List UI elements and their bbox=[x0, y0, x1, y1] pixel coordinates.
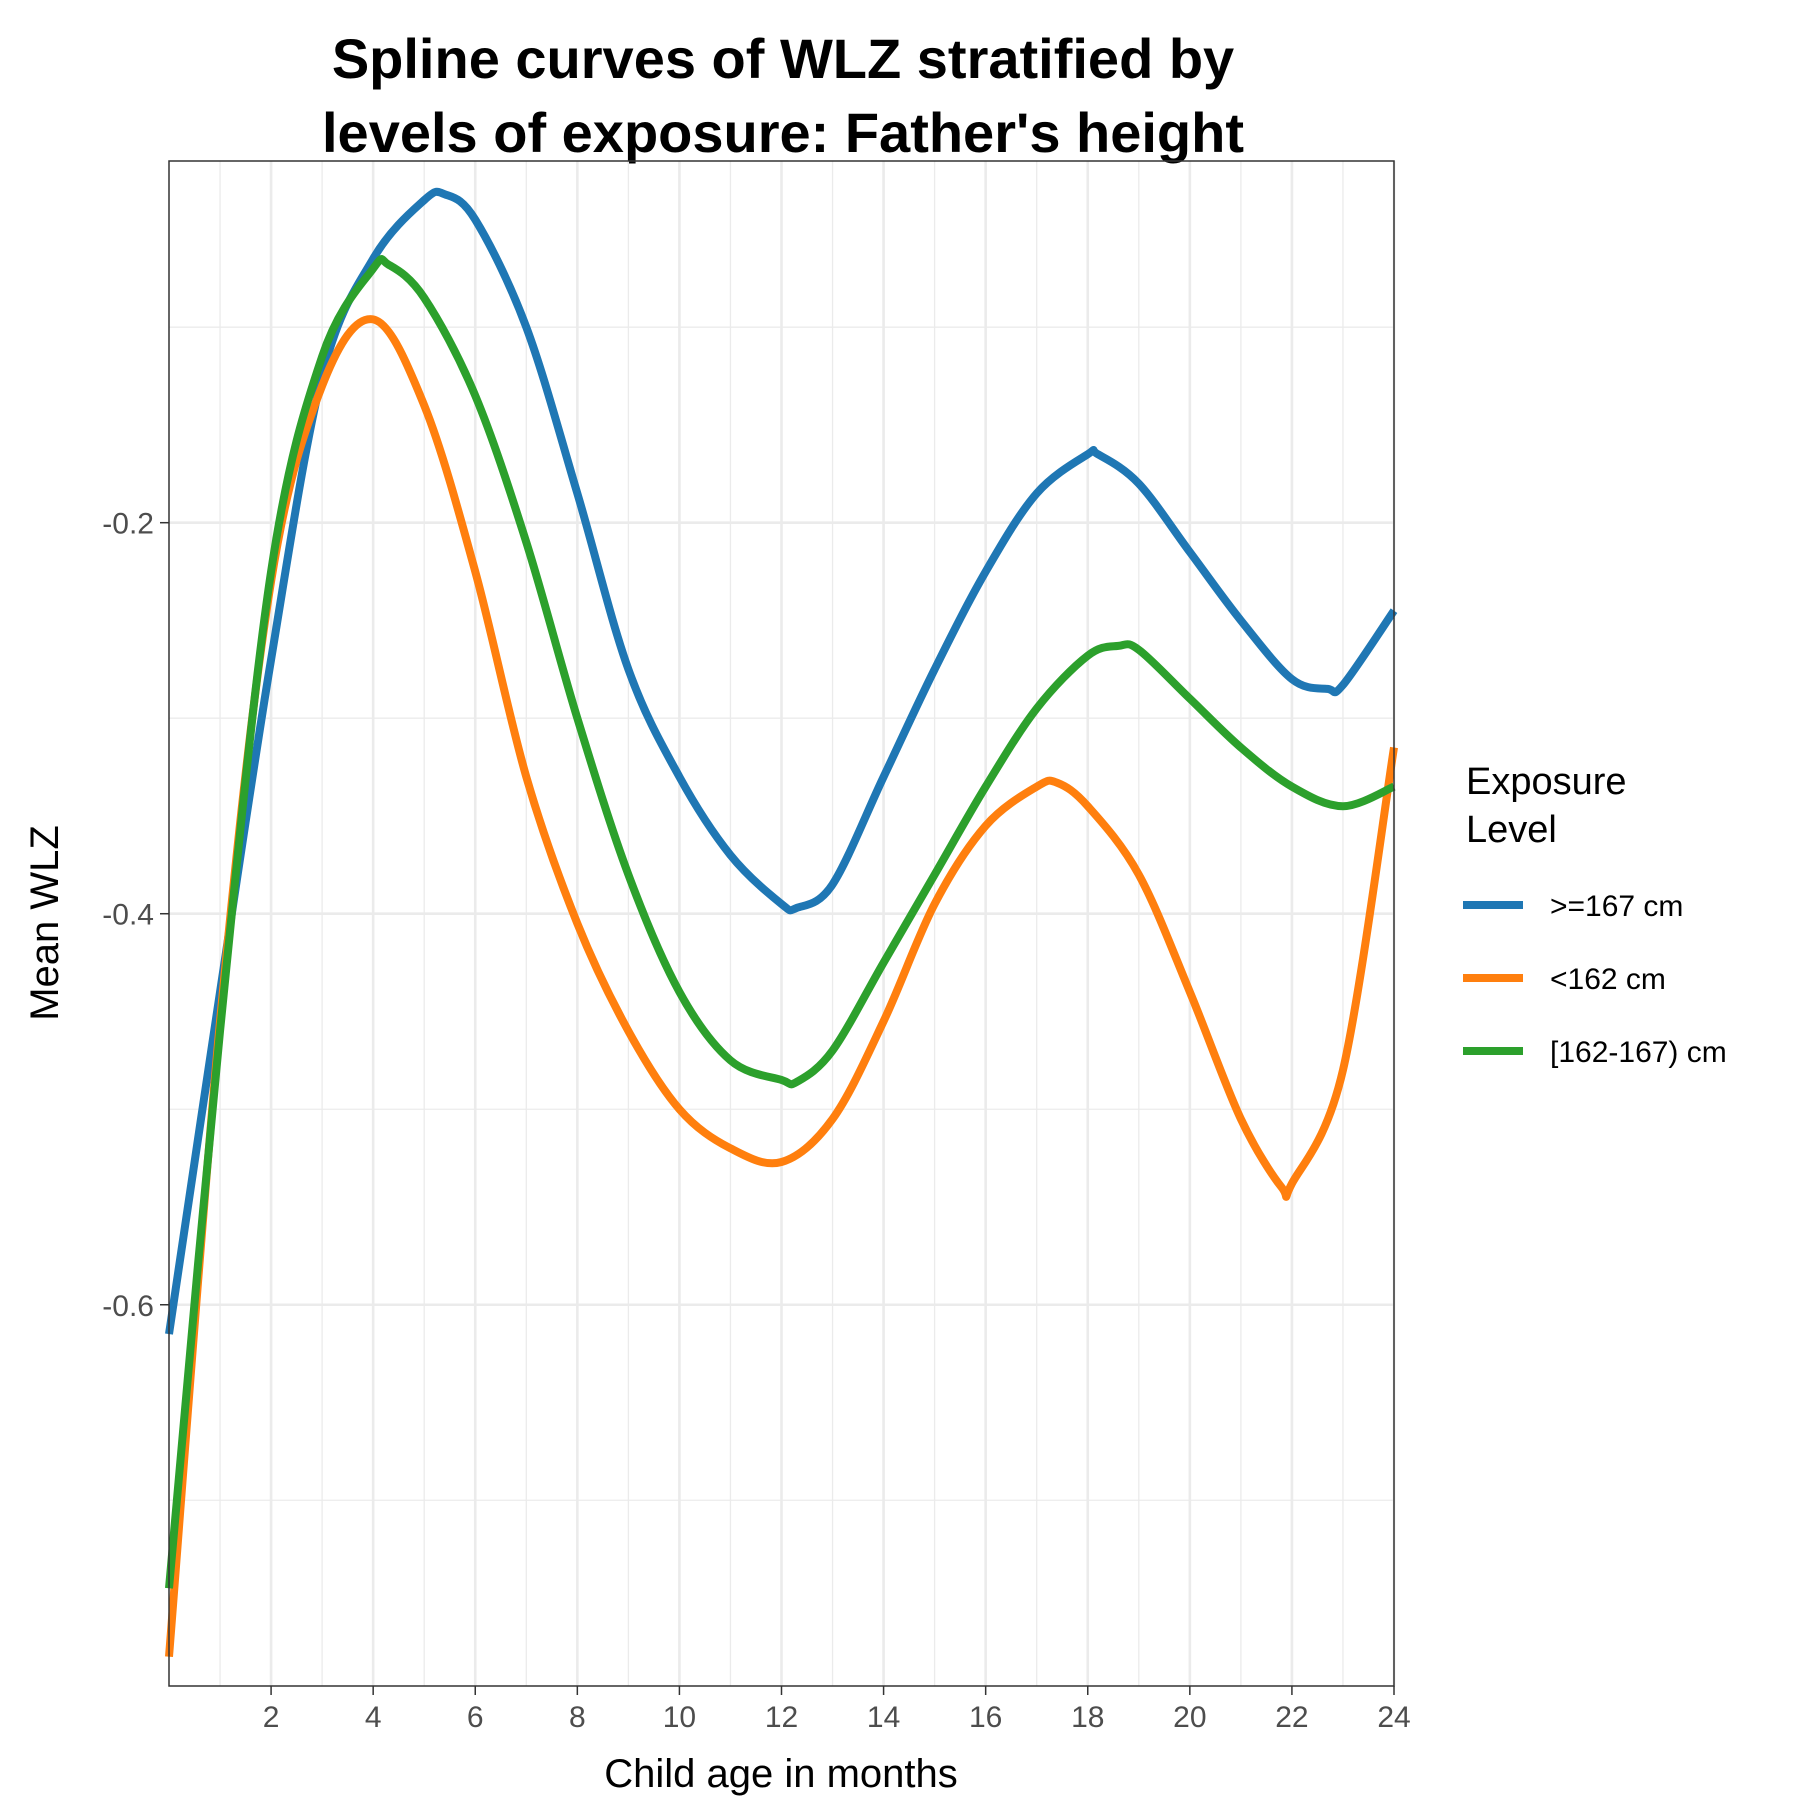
chart-title-line-2: levels of exposure: Father's height bbox=[322, 101, 1244, 164]
y-tick-label: -0.2 bbox=[102, 508, 154, 541]
x-tick-label: 2 bbox=[263, 1701, 280, 1734]
x-tick-label: 16 bbox=[969, 1701, 1002, 1734]
x-tick-label: 22 bbox=[1275, 1701, 1308, 1734]
legend-label-3: [162-167) cm bbox=[1550, 1036, 1727, 1069]
legend-title-line-1: Exposure bbox=[1466, 761, 1627, 803]
x-tick-label: 18 bbox=[1071, 1701, 1104, 1734]
x-tick-label: 24 bbox=[1377, 1701, 1410, 1734]
x-tick-label: 6 bbox=[467, 1701, 484, 1734]
x-tick-label: 8 bbox=[569, 1701, 586, 1734]
series-line-3 bbox=[165, 255, 1396, 1589]
y-axis-title: Mean WLZ bbox=[23, 825, 67, 1021]
chart-title-line-1: Spline curves of WLZ stratified by bbox=[332, 27, 1234, 90]
legend-title-line-2: Level bbox=[1466, 809, 1557, 851]
axes: 2 4 6 8 10 12 14 16 18 20 22 24-0.6-0.4-0.2 bbox=[102, 508, 1410, 1734]
x-tick-label: 4 bbox=[365, 1701, 382, 1734]
x-axis-title: Child age in months bbox=[604, 1752, 958, 1796]
series-line-2 bbox=[165, 315, 1398, 1657]
y-tick-label: -0.4 bbox=[102, 899, 154, 932]
x-tick-label: 10 bbox=[663, 1701, 696, 1734]
x-tick-label: 14 bbox=[867, 1701, 900, 1734]
legend-label-1: >=167 cm bbox=[1550, 890, 1683, 923]
x-tick-label: 12 bbox=[765, 1701, 798, 1734]
legend-label-2: <162 cm bbox=[1550, 963, 1666, 996]
legend: Exposure Level >=167 cm <162 cm [162-167) … bbox=[1463, 761, 1727, 1069]
series-lines bbox=[165, 187, 1398, 1657]
x-tick-label: 20 bbox=[1173, 1701, 1206, 1734]
y-tick-label: -0.6 bbox=[102, 1290, 154, 1323]
legend-items: >=167 cm <162 cm [162-167) cm bbox=[1463, 890, 1727, 1069]
